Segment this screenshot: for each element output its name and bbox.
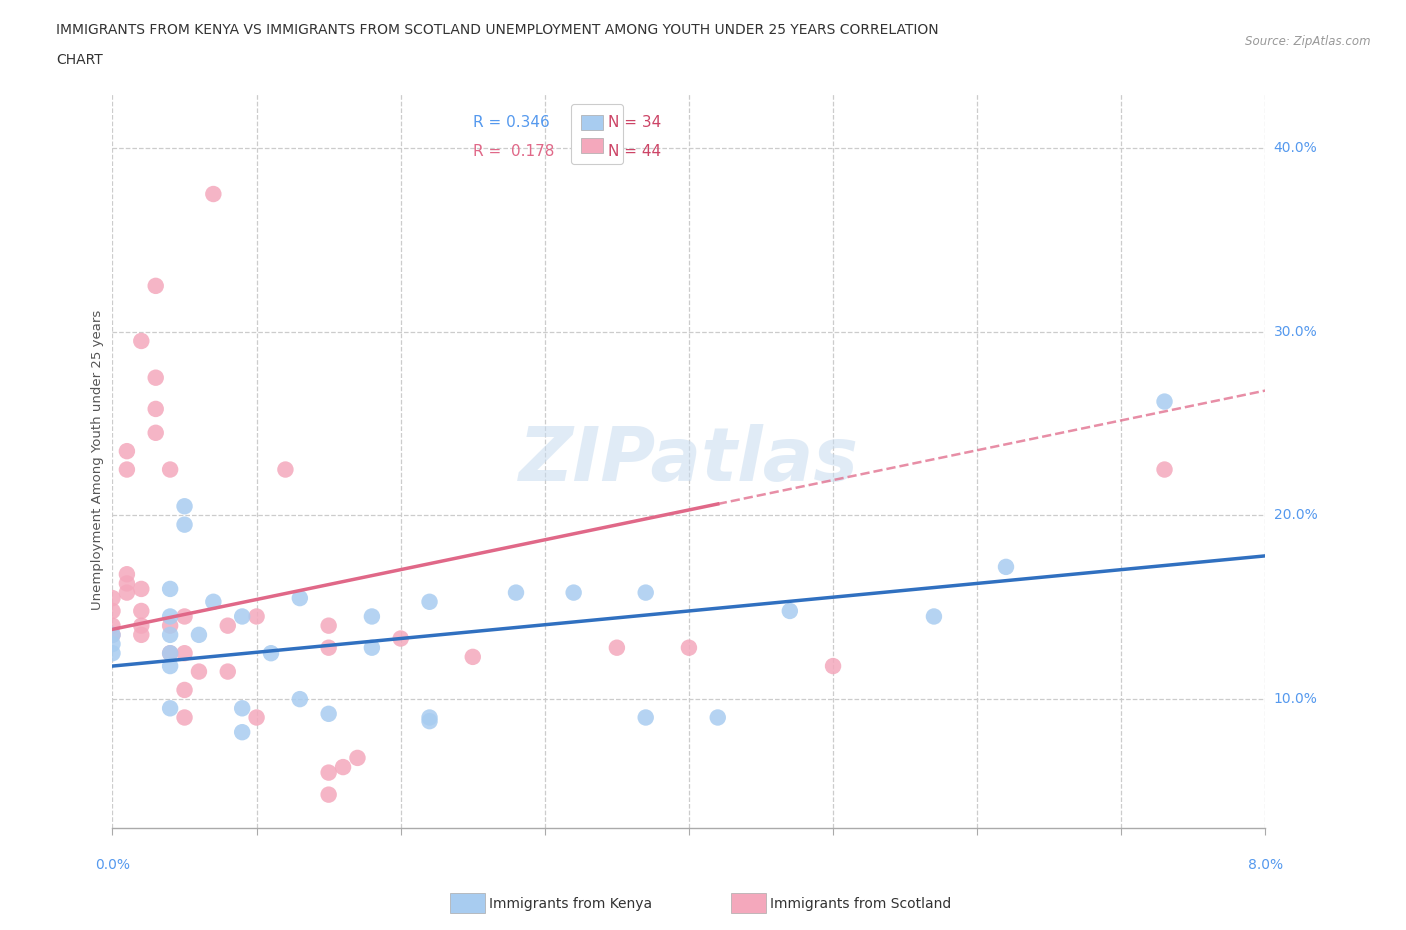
- Point: [360, 640, 382, 655]
- Point: [707, 711, 730, 725]
- Text: 40.0%: 40.0%: [1274, 141, 1317, 155]
- Point: [115, 444, 138, 458]
- Point: [922, 609, 945, 624]
- Point: [231, 701, 253, 716]
- Y-axis label: Unemployment Among Youth under 25 years: Unemployment Among Youth under 25 years: [91, 311, 104, 610]
- Text: N = 44: N = 44: [609, 144, 661, 159]
- Point: [129, 618, 153, 633]
- Point: [173, 517, 195, 532]
- Point: [101, 645, 124, 660]
- Point: [115, 585, 138, 600]
- Point: [159, 658, 181, 673]
- Point: [159, 628, 181, 643]
- Point: [346, 751, 368, 765]
- Point: [318, 640, 340, 655]
- Point: [188, 664, 211, 679]
- Point: [115, 566, 138, 581]
- Point: [1153, 394, 1175, 409]
- Point: [101, 618, 124, 633]
- Text: Immigrants from Scotland: Immigrants from Scotland: [770, 897, 952, 911]
- Point: [562, 585, 585, 600]
- Point: [129, 581, 153, 596]
- Point: [505, 585, 527, 600]
- Text: R = 0.346: R = 0.346: [474, 115, 550, 130]
- Point: [145, 278, 167, 293]
- Point: [101, 591, 124, 605]
- Point: [188, 628, 211, 643]
- Text: CHART: CHART: [56, 53, 103, 67]
- Text: 0.0%: 0.0%: [96, 858, 129, 872]
- Point: [461, 649, 484, 664]
- Point: [995, 560, 1018, 575]
- Point: [419, 594, 441, 609]
- Point: [129, 334, 153, 349]
- Point: [159, 645, 181, 660]
- Text: R =  0.178: R = 0.178: [474, 144, 555, 159]
- Point: [159, 609, 181, 624]
- Point: [231, 724, 253, 739]
- Point: [101, 628, 124, 643]
- Point: [360, 609, 382, 624]
- Point: [159, 701, 181, 716]
- Legend: , : ,: [571, 104, 623, 165]
- Point: [274, 462, 297, 477]
- Point: [318, 618, 340, 633]
- Point: [173, 498, 195, 513]
- Point: [115, 576, 138, 591]
- Point: [101, 604, 124, 618]
- Point: [245, 609, 267, 624]
- Point: [288, 591, 311, 605]
- Point: [101, 637, 124, 652]
- Point: [101, 628, 124, 643]
- Text: Source: ZipAtlas.com: Source: ZipAtlas.com: [1246, 35, 1371, 48]
- Point: [318, 765, 340, 780]
- Point: [389, 631, 412, 646]
- Point: [173, 609, 195, 624]
- Point: [419, 711, 441, 725]
- Point: [288, 692, 311, 707]
- Point: [202, 594, 225, 609]
- Point: [173, 645, 195, 660]
- Text: 30.0%: 30.0%: [1274, 325, 1317, 339]
- Point: [606, 640, 628, 655]
- Text: ZIPatlas: ZIPatlas: [519, 424, 859, 497]
- Point: [634, 585, 657, 600]
- Point: [202, 187, 225, 202]
- Text: 8.0%: 8.0%: [1249, 858, 1282, 872]
- Point: [129, 604, 153, 618]
- Point: [419, 713, 441, 728]
- Point: [115, 462, 138, 477]
- Text: 20.0%: 20.0%: [1274, 509, 1317, 523]
- Text: Immigrants from Kenya: Immigrants from Kenya: [489, 897, 652, 911]
- Point: [821, 658, 844, 673]
- Point: [173, 683, 195, 698]
- Point: [678, 640, 700, 655]
- Point: [332, 760, 354, 775]
- Point: [1153, 462, 1175, 477]
- Point: [634, 711, 657, 725]
- Point: [260, 645, 283, 660]
- Point: [173, 711, 195, 725]
- Point: [159, 581, 181, 596]
- Text: N = 34: N = 34: [609, 115, 661, 130]
- Text: 10.0%: 10.0%: [1274, 692, 1317, 706]
- Point: [145, 370, 167, 385]
- Point: [129, 628, 153, 643]
- Point: [159, 618, 181, 633]
- Point: [245, 711, 267, 725]
- Point: [217, 664, 239, 679]
- Point: [145, 402, 167, 417]
- Point: [217, 618, 239, 633]
- Point: [318, 787, 340, 802]
- Point: [145, 425, 167, 440]
- Text: IMMIGRANTS FROM KENYA VS IMMIGRANTS FROM SCOTLAND UNEMPLOYMENT AMONG YOUTH UNDER: IMMIGRANTS FROM KENYA VS IMMIGRANTS FROM…: [56, 23, 939, 37]
- Point: [159, 462, 181, 477]
- Point: [159, 645, 181, 660]
- Point: [231, 609, 253, 624]
- Point: [318, 707, 340, 722]
- Point: [779, 604, 801, 618]
